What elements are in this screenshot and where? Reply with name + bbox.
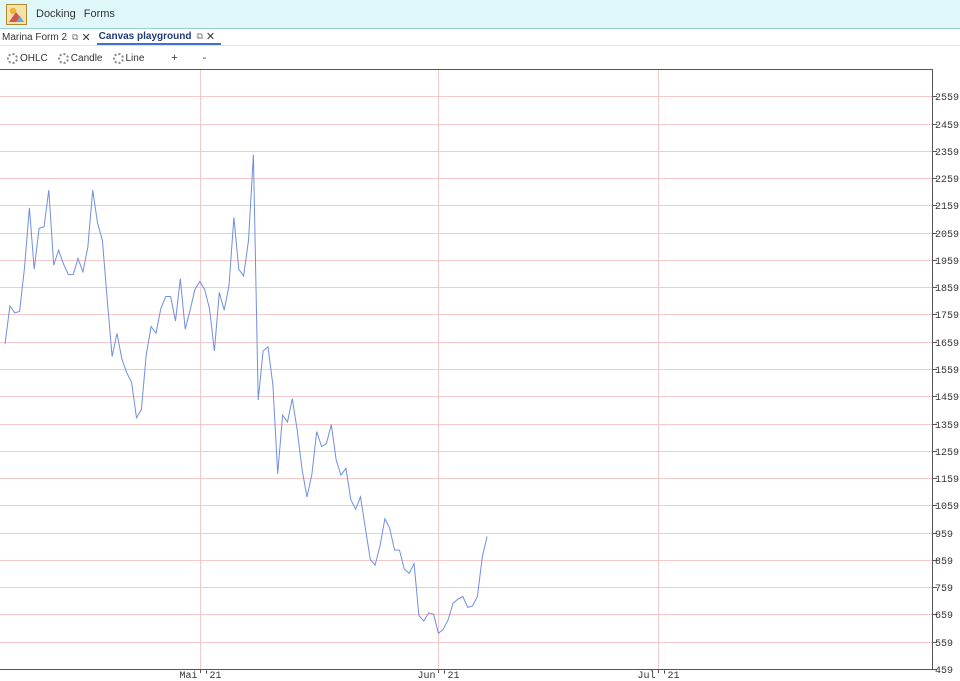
chart-toolbar: OHLC Candle Line + - bbox=[0, 47, 960, 69]
popout-icon[interactable]: ⧉ bbox=[72, 31, 79, 42]
series-group bbox=[4, 154, 488, 635]
y-tick-label: 959 bbox=[935, 530, 953, 541]
y-tick-label: 1259 bbox=[935, 448, 959, 459]
y-tick-label: 2559 bbox=[935, 93, 959, 104]
y-tick-label: 659 bbox=[935, 611, 953, 622]
gear-icon bbox=[112, 52, 124, 64]
candle-label: Candle bbox=[70, 52, 103, 64]
y-tick-label: 1459 bbox=[935, 393, 959, 404]
y-tick-label: 1559 bbox=[935, 366, 959, 377]
tab-canvas-playground[interactable]: Canvas playground ⧉ ✕ bbox=[96, 29, 222, 45]
x-tick-label: Mai '21 bbox=[179, 670, 221, 681]
menu-forms[interactable]: Forms bbox=[83, 8, 115, 20]
y-tick-label: 2359 bbox=[935, 148, 959, 159]
y-tick-label: 759 bbox=[935, 584, 953, 595]
y-tick-label: 859 bbox=[935, 557, 953, 568]
y-tick-label: 2459 bbox=[935, 121, 959, 132]
ohlc-label: OHLC bbox=[20, 52, 48, 64]
close-icon[interactable]: ✕ bbox=[81, 31, 91, 44]
tab-label: Canvas playground bbox=[98, 30, 192, 42]
y-tick-label: 1659 bbox=[935, 339, 959, 350]
x-tick-label: Jul '21 bbox=[637, 670, 679, 681]
chart-area[interactable]: 2559 2459 2359 2259 2159 2059 1959 1859 1759 1659… bbox=[0, 69, 960, 681]
y-tick-label: 2059 bbox=[935, 230, 959, 241]
ohlc-button[interactable]: OHLC bbox=[7, 52, 48, 64]
menubar: Docking Forms bbox=[0, 0, 960, 29]
series-line bbox=[4, 154, 488, 635]
y-tick-label: 2159 bbox=[935, 202, 959, 213]
app-logo-icon[interactable] bbox=[6, 3, 27, 25]
menu-docking[interactable]: Docking bbox=[36, 8, 76, 20]
y-axis-ticks: 2559 2459 2359 2259 2159 2059 1959 1859 1759 1659… bbox=[932, 93, 959, 677]
line-chart[interactable]: 2559 2459 2359 2259 2159 2059 1959 1859 1759 1659… bbox=[0, 69, 960, 681]
gear-icon bbox=[7, 52, 18, 64]
y-tick-label: 559 bbox=[935, 639, 953, 650]
tab-marina-form-2[interactable]: Marina Form 2 ⧉ ✕ bbox=[0, 29, 97, 45]
y-tick-label: 459 bbox=[935, 666, 953, 677]
popout-icon[interactable]: ⧉ bbox=[196, 30, 203, 41]
y-tick-label: 1959 bbox=[935, 257, 959, 268]
y-tick-label: 1159 bbox=[935, 475, 959, 486]
candle-button[interactable]: Candle bbox=[57, 52, 103, 64]
tab-label: Marina Form 2 bbox=[2, 31, 68, 43]
y-tick-label: 1059 bbox=[935, 502, 959, 513]
x-axis-ticks: Mai '21 Jun '21 Jul '21 bbox=[179, 669, 680, 681]
gear-icon bbox=[57, 52, 69, 64]
line-button[interactable]: Line bbox=[112, 52, 145, 64]
zoom-out-button[interactable]: - bbox=[202, 52, 207, 64]
line-label: Line bbox=[125, 52, 145, 64]
y-tick-label: 2259 bbox=[935, 175, 959, 186]
horizontal-gridlines bbox=[0, 96, 932, 670]
close-icon[interactable]: ✕ bbox=[205, 30, 216, 43]
y-tick-label: 1859 bbox=[935, 284, 959, 295]
y-tick-label: 1359 bbox=[935, 421, 959, 432]
x-tick-label: Jun '21 bbox=[417, 670, 459, 681]
y-tick-label: 1759 bbox=[935, 311, 959, 322]
zoom-in-button[interactable]: + bbox=[171, 52, 178, 64]
document-tabbar: Marina Form 2 ⧉ ✕ Canvas playground ⧉ ✕ bbox=[0, 29, 960, 46]
vertical-gridlines bbox=[200, 69, 659, 669]
